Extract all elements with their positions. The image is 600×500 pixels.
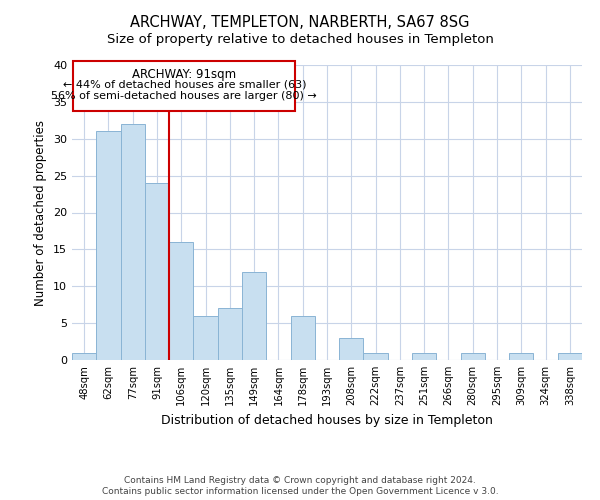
FancyBboxPatch shape <box>73 62 295 110</box>
Text: Size of property relative to detached houses in Templeton: Size of property relative to detached ho… <box>107 32 493 46</box>
Bar <box>558 352 582 360</box>
Bar <box>218 308 242 360</box>
Bar <box>193 316 218 360</box>
Bar <box>96 132 121 360</box>
Bar <box>145 183 169 360</box>
Bar <box>461 352 485 360</box>
Text: Contains public sector information licensed under the Open Government Licence v : Contains public sector information licen… <box>101 488 499 496</box>
Bar <box>242 272 266 360</box>
Bar <box>169 242 193 360</box>
Bar <box>121 124 145 360</box>
Bar <box>364 352 388 360</box>
Bar <box>339 338 364 360</box>
Bar <box>290 316 315 360</box>
Text: ARCHWAY: 91sqm: ARCHWAY: 91sqm <box>132 68 236 81</box>
Bar <box>412 352 436 360</box>
Text: 56% of semi-detached houses are larger (80) →: 56% of semi-detached houses are larger (… <box>52 91 317 101</box>
X-axis label: Distribution of detached houses by size in Templeton: Distribution of detached houses by size … <box>161 414 493 426</box>
Text: Contains HM Land Registry data © Crown copyright and database right 2024.: Contains HM Land Registry data © Crown c… <box>124 476 476 485</box>
Y-axis label: Number of detached properties: Number of detached properties <box>34 120 47 306</box>
Bar <box>509 352 533 360</box>
Bar <box>72 352 96 360</box>
Text: ← 44% of detached houses are smaller (63): ← 44% of detached houses are smaller (63… <box>62 79 306 89</box>
Text: ARCHWAY, TEMPLETON, NARBERTH, SA67 8SG: ARCHWAY, TEMPLETON, NARBERTH, SA67 8SG <box>130 15 470 30</box>
